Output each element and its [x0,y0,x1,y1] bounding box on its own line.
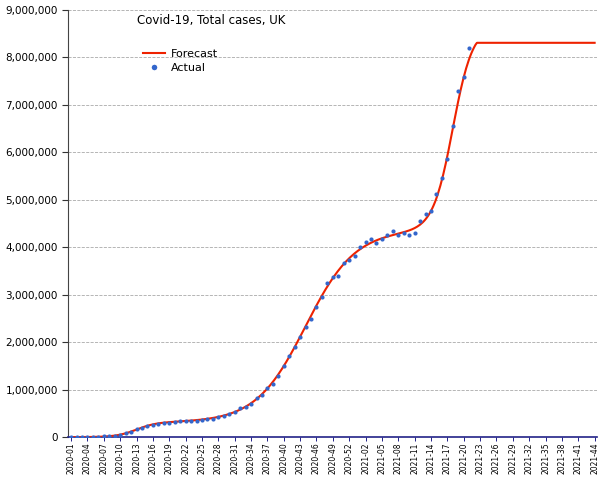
Point [279,362,289,370]
Point [317,293,327,300]
Point [105,432,114,440]
Point [224,410,234,418]
Point [77,433,87,441]
Point [284,352,294,360]
Point [426,207,436,215]
Point [116,431,125,438]
Point [404,231,414,239]
Point [252,395,261,402]
Point [377,236,387,243]
Point [94,433,103,441]
Point [448,122,457,130]
Point [442,156,452,163]
Point [415,217,425,225]
Point [333,272,343,280]
Point [465,44,474,52]
Point [339,259,348,267]
Point [388,228,397,235]
Point [165,419,174,426]
Point [273,372,283,380]
Point [268,380,278,388]
Point [137,424,147,432]
Point [186,417,196,424]
Point [181,417,191,425]
Point [350,252,359,260]
Point [192,417,201,425]
Point [410,229,419,237]
Point [263,384,272,392]
Point [382,231,392,239]
Point [219,412,229,420]
Point [159,419,169,426]
Point [366,236,376,243]
Point [88,433,98,441]
Point [246,400,256,408]
Point [132,426,142,433]
Point [208,415,218,422]
Text: Covid-19, Total cases, UK: Covid-19, Total cases, UK [137,14,286,27]
Point [371,240,381,247]
Point [241,403,250,410]
Point [99,432,109,440]
Point [344,256,354,264]
Point [203,415,212,422]
Point [230,408,240,416]
Point [126,428,136,435]
Point [214,413,223,420]
Point [143,422,152,430]
Point [361,238,370,246]
Point [175,417,185,425]
Point [66,433,76,441]
Point [235,405,245,412]
Point [121,430,131,437]
Point [420,210,430,217]
Point [154,420,163,428]
Point [355,243,365,251]
Point [257,392,267,399]
Point [110,432,120,440]
Point [295,333,305,341]
Point [431,190,441,197]
Point [328,273,338,281]
Point [301,323,310,331]
Point [71,433,81,441]
Point [399,229,408,237]
Point [170,419,180,426]
Point [393,232,403,240]
Point [148,421,158,429]
Legend: Forecast, Actual: Forecast, Actual [143,49,218,72]
Point [306,315,316,323]
Point [322,279,332,287]
Point [312,303,321,311]
Point [459,73,469,81]
Point [83,433,93,441]
Point [197,416,207,424]
Point [437,174,446,182]
Point [290,343,299,350]
Point [454,87,463,95]
